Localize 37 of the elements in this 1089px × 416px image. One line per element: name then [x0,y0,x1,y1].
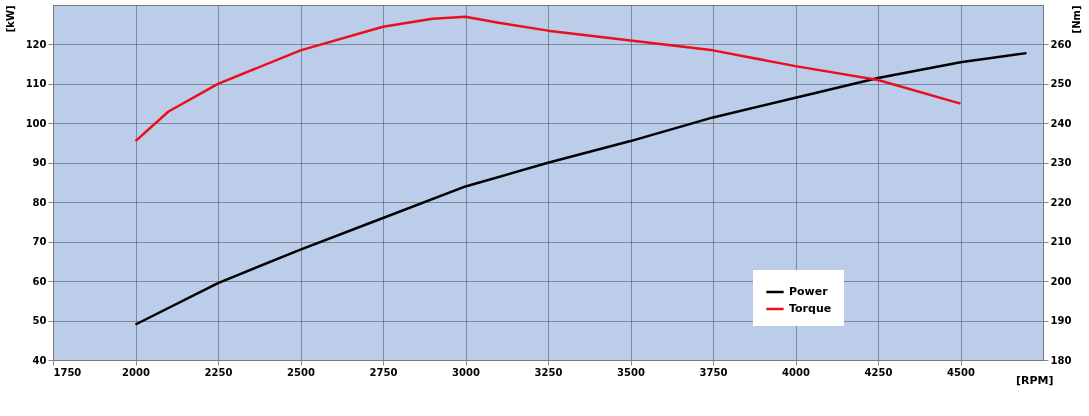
x-tick-label: 4500 [947,366,975,378]
line-series [134,15,962,143]
x-tick-label: 3000 [452,366,480,378]
x-tick-label: 3500 [617,366,645,378]
x-tick-label: 2000 [122,366,150,378]
y2-tick-label: 220 [1050,196,1072,208]
y-tick-label: 110 [25,78,47,90]
y2-tick-label: 190 [1050,315,1072,327]
y-tick-label: 80 [32,196,47,208]
legend-label: Torque [789,302,832,315]
y2-tick-label: 240 [1050,117,1072,129]
y2-tick-label: 180 [1050,354,1072,366]
legend-label: Power [789,285,829,298]
x-tick-label: 2750 [369,366,398,378]
x-tick-label: 4000 [782,366,810,378]
x-tick-label: 2500 [287,366,315,378]
y2-tick-label: 200 [1050,275,1072,287]
y-tick-label: 70 [32,236,47,248]
y-axis-title: [kW] [4,5,16,33]
y2-axis-title: [Nm] [1070,5,1082,34]
line-series [134,51,1028,326]
y2-tick-label: 210 [1050,236,1072,248]
x-axis-title: [RPM] [1015,373,1054,387]
y-tick-label: 120 [25,38,47,50]
x-tick-label: 1750 [53,366,82,378]
x-tick-label: 3250 [534,366,563,378]
y-tick-label: 50 [32,315,47,327]
y2-tick-label: 250 [1050,78,1072,90]
x-tick-label: 2250 [204,366,233,378]
y-tick-label: 60 [32,275,47,287]
y-tick-label: 40 [32,354,47,366]
x-tick-label: 3750 [699,366,728,378]
y-tick-label: 90 [32,157,47,169]
x-tick-label: 4250 [864,366,893,378]
y2-tick-label: 260 [1050,38,1072,50]
y2-tick-label: 230 [1050,157,1072,169]
y-tick-label: 100 [25,117,47,129]
